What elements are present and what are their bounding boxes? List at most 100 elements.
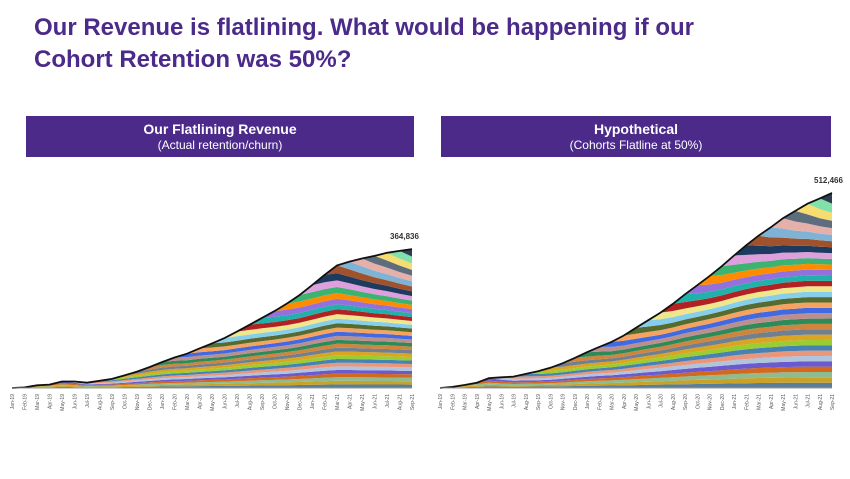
x-tick-label: Nov-20	[285, 394, 291, 410]
x-tick-label: Sep-21	[830, 394, 836, 410]
x-tick-label: Mar-19	[35, 394, 41, 410]
cohort-band	[12, 280, 412, 388]
cohort-band	[440, 372, 832, 388]
cohort-band	[12, 355, 412, 388]
x-tick-label: Jul-20	[235, 394, 241, 408]
x-tick-label: Aug-19	[524, 394, 530, 410]
x-tick-label: Aug-20	[248, 394, 254, 410]
x-tick-label: Jul-21	[806, 394, 812, 408]
cohort-band	[440, 329, 832, 388]
cohort-band	[440, 345, 832, 388]
right-panel-subheading: (Cohorts Flatline at 50%)	[569, 138, 703, 152]
x-tick-label: Mar-21	[335, 394, 341, 410]
cohort-band	[12, 373, 412, 388]
x-tick-label: Jul-19	[85, 394, 91, 408]
x-tick-label: Aug-20	[671, 394, 677, 410]
left-panel-subheading: (Actual retention/churn)	[157, 138, 283, 152]
x-tick-label: Jan-21	[732, 394, 738, 410]
x-tick-label: Sep-19	[110, 394, 116, 410]
chart-panel-hypothetical: Jan-19 Feb-19 Mar-19 Apr-19 May-19 Jun-19 Jul-…	[438, 176, 843, 411]
cohort-band	[12, 384, 412, 388]
title-line-1: Our Revenue is flatlining. What would be…	[34, 14, 695, 41]
x-tick-label: Jan-19	[10, 394, 16, 410]
cohort-band	[12, 309, 412, 388]
x-tick-label: Aug-21	[818, 394, 824, 410]
cohort-band	[440, 382, 832, 388]
x-tick-label: Feb-21	[744, 394, 750, 410]
x-tick-label: Feb-21	[323, 394, 329, 410]
cohort-band	[12, 380, 412, 388]
x-tick-label: Apr-19	[475, 394, 481, 409]
cohort-band	[12, 304, 412, 388]
total-revenue-line	[11, 248, 413, 389]
left-panel-header: Our Flatlining Revenue (Actual retention…	[26, 116, 414, 157]
x-tick-label: Mar-20	[610, 394, 616, 410]
x-tick-label: Mar-21	[757, 394, 763, 410]
cohort-band	[12, 343, 412, 388]
x-tick-label: May-21	[360, 394, 366, 411]
title-line-2: Cohort Retention was 50%?	[34, 46, 352, 73]
x-tick-label: Nov-19	[135, 394, 141, 410]
x-tick-label: May-19	[60, 394, 66, 411]
final-value-label: 512,466	[814, 176, 843, 185]
cohort-band	[440, 339, 832, 388]
x-tick-label: Jun-20	[646, 394, 652, 410]
x-tick-label: Dec-19	[148, 394, 154, 410]
x-tick-label: Apr-20	[622, 394, 628, 409]
x-tick-label: Nov-20	[708, 394, 714, 410]
cohort-band	[12, 298, 412, 388]
x-tick-label: Mar-20	[185, 394, 191, 410]
x-tick-label: Jun-21	[793, 394, 799, 410]
x-tick-label: Feb-19	[450, 394, 456, 410]
x-tick-label: Nov-19	[561, 394, 567, 410]
x-tick-label: May-21	[781, 394, 787, 411]
page-title: Our Revenue is flatlining. What would be…	[34, 12, 834, 76]
x-tick-label: Dec-20	[720, 394, 726, 410]
x-tick-label: Jul-21	[385, 394, 391, 408]
x-tick-label: Jan-19	[438, 394, 444, 410]
x-tick-label: Feb-20	[597, 394, 603, 410]
cohort-band	[440, 334, 832, 388]
x-tick-label: Jun-19	[499, 394, 505, 410]
cohort-band	[12, 273, 412, 388]
x-tick-label: Sep-20	[260, 394, 266, 410]
cohort-band	[12, 377, 412, 388]
x-tick-label: Jun-20	[223, 394, 229, 410]
cohort-band	[12, 261, 412, 388]
x-tick-label: Jan-21	[310, 394, 316, 410]
right-panel-header: Hypothetical (Cohorts Flatline at 50%)	[441, 116, 831, 157]
cohort-band	[12, 351, 412, 388]
x-tick-label: Apr-20	[198, 394, 204, 409]
x-tick-label: Oct-20	[273, 394, 279, 409]
total-revenue-line	[439, 192, 833, 389]
x-tick-label: Sep-21	[410, 394, 416, 410]
x-tick-label: May-20	[634, 394, 640, 411]
x-tick-label: Apr-19	[48, 394, 54, 409]
cohort-band	[12, 347, 412, 388]
x-tick-label: Jun-21	[373, 394, 379, 410]
chart-panel-actual: Jan-19 Feb-19 Mar-19 Apr-19 May-19 Jun-19 Jul-…	[10, 232, 419, 411]
cohort-band	[440, 361, 832, 388]
x-tick-label: Sep-20	[683, 394, 689, 410]
cohort-band	[12, 287, 412, 388]
cohort-band	[12, 370, 412, 388]
final-value-label: 364,836	[390, 232, 419, 241]
cohort-band	[12, 265, 412, 388]
right-panel-heading: Hypothetical	[593, 121, 678, 137]
x-tick-label: Jan-20	[160, 394, 166, 410]
x-tick-label: Oct-19	[123, 394, 129, 409]
x-tick-label: Aug-19	[98, 394, 104, 410]
cohort-band	[12, 293, 412, 388]
cohort-band	[440, 350, 832, 388]
x-tick-label: May-19	[487, 394, 493, 411]
x-tick-label: Feb-19	[23, 394, 29, 410]
cohort-band	[440, 377, 832, 388]
cohort-band	[440, 366, 832, 388]
x-tick-label: Mar-19	[463, 394, 469, 410]
x-tick-label: Jul-19	[512, 394, 518, 408]
x-tick-label: Apr-21	[769, 394, 775, 409]
x-tick-label: Jun-19	[73, 394, 79, 410]
left-panel-heading: Our Flatlining Revenue	[143, 121, 297, 137]
x-tick-label: Dec-19	[573, 394, 579, 410]
